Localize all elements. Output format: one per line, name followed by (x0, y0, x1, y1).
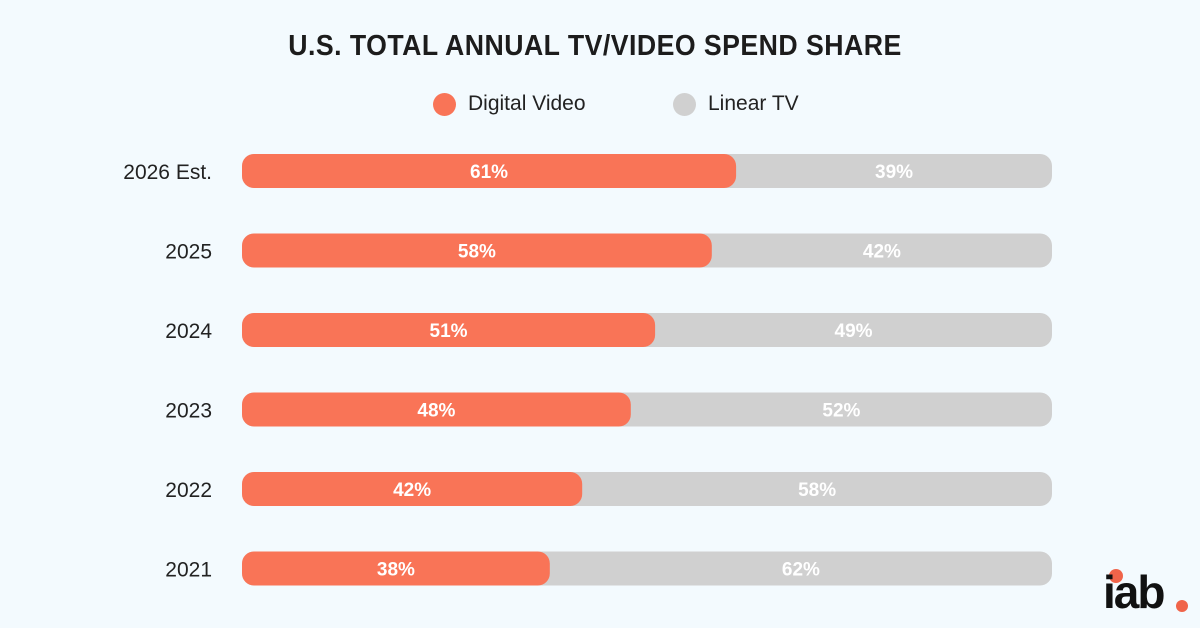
category-label-2023: 2023 (165, 400, 212, 423)
legend-swatch-digital-video (433, 92, 456, 116)
data-label-linear-tv-2025: 42% (863, 242, 901, 263)
category-label-2021: 2021 (165, 559, 212, 582)
data-label-digital-video-2023: 48% (417, 401, 455, 422)
legend-item-linear-tv: Linear TV (673, 92, 799, 116)
legend-item-digital-video: Digital Video (433, 92, 586, 116)
data-label-digital-video-2026-est: 61% (470, 162, 508, 183)
bar-digital-video-2025 (242, 233, 712, 268)
data-label-digital-video-2024: 51% (430, 321, 468, 342)
chart-title: U.S. TOTAL ANNUAL TV/VIDEO SPEND SHARE (288, 30, 902, 62)
bar-digital-video-2023 (242, 392, 631, 427)
logo-text: iab (1103, 566, 1165, 618)
data-label-digital-video-2021: 38% (377, 560, 415, 581)
data-label-linear-tv-2026-est: 39% (875, 162, 913, 183)
bar-digital-video-2026-est (242, 154, 737, 188)
data-label-digital-video-2025: 58% (458, 242, 496, 263)
logo-dot (1109, 569, 1123, 583)
data-label-linear-tv-2021: 62% (782, 560, 820, 581)
iab-logo: iab (1103, 566, 1165, 618)
chart-legend: Digital Video Linear TV (0, 92, 1200, 120)
logo-period (1176, 600, 1188, 612)
bar-digital-video-2021 (242, 551, 550, 586)
category-label-2025: 2025 (165, 241, 212, 264)
category-label-2026-est: 2026 Est. (123, 161, 212, 184)
category-label-2022: 2022 (165, 479, 212, 502)
bar-digital-video-2022 (242, 472, 583, 506)
category-label-2024: 2024 (165, 320, 212, 343)
data-label-linear-tv-2023: 52% (822, 401, 860, 422)
data-label-linear-tv-2022: 58% (798, 480, 836, 501)
legend-label-digital-video: Digital Video (468, 92, 586, 115)
data-label-digital-video-2022: 42% (393, 480, 431, 501)
legend-swatch-linear-tv (673, 92, 696, 116)
data-label-linear-tv-2024: 49% (835, 321, 873, 342)
legend-label-linear-tv: Linear TV (708, 92, 799, 115)
bar-digital-video-2024 (242, 313, 656, 347)
